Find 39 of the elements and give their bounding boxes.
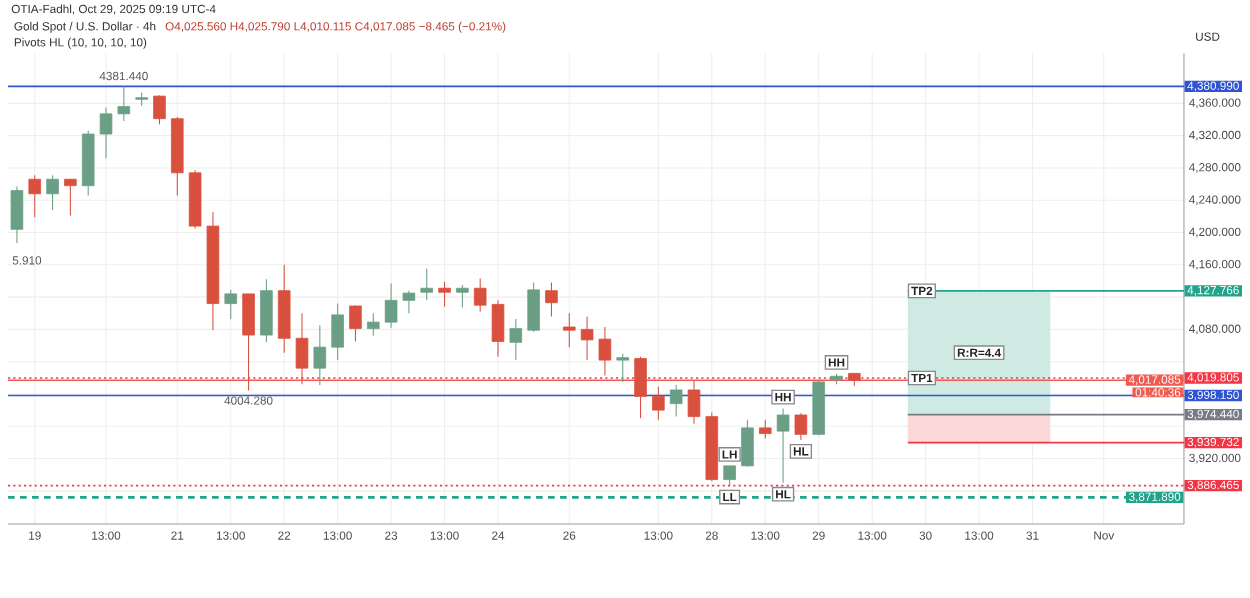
candlestick [99,106,113,159]
candlestick [438,281,451,308]
candlestick [491,299,505,358]
candlestick [562,312,576,348]
candlestick [580,315,594,361]
candlestick [456,284,469,309]
candlestick [402,290,416,314]
candlestick [64,178,77,217]
candlestick [242,293,255,392]
candlestick [723,465,736,487]
candlestick [420,268,434,301]
candlestick [224,289,238,320]
candlestick [652,386,665,421]
candlestick [473,278,487,313]
candlestick [28,174,42,218]
candlestick [794,412,808,441]
candlestick [46,174,59,211]
candlestick [545,282,558,318]
candlestick [616,353,629,383]
candlestick [10,185,24,244]
candlestick [331,303,344,361]
candlestick [367,312,380,337]
candlestick [260,278,273,343]
candlestick [741,419,754,468]
candlestick [776,407,790,484]
candlestick [384,282,398,329]
candlestick [295,312,309,385]
candlestick [349,304,362,343]
candlestick [313,324,327,386]
candlestick [153,94,166,125]
candlestick [509,318,523,361]
candlestick [598,326,612,376]
candlestick [669,384,683,418]
candlestick [277,264,291,354]
candlestick [527,282,540,333]
candlestick [117,85,131,122]
candlestick [634,356,647,419]
candlestick [758,419,772,439]
candlestick [687,380,701,425]
